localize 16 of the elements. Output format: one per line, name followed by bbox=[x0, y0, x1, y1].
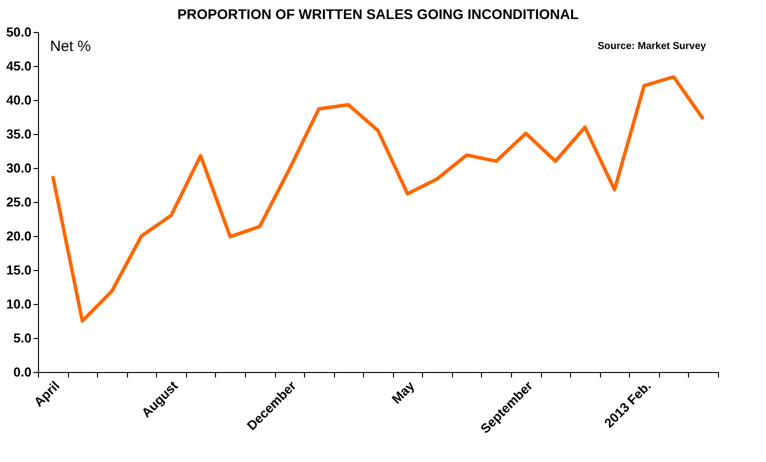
y-tick-label: 45.0 bbox=[6, 58, 32, 74]
annotation: Source: Market Survey bbox=[598, 41, 706, 52]
y-tick-label: 40.0 bbox=[6, 92, 32, 108]
y-tick-label: 10.0 bbox=[6, 296, 32, 312]
y-tick-label: 35.0 bbox=[6, 126, 32, 142]
y-tick-label: 25.0 bbox=[6, 194, 32, 210]
y-tick-label: 20.0 bbox=[6, 228, 32, 244]
annotation: Net % bbox=[50, 38, 91, 55]
y-tick-label: 30.0 bbox=[6, 160, 32, 176]
line-series bbox=[51, 75, 705, 323]
x-tick-label: May bbox=[388, 378, 418, 407]
y-tick-label: 0.0 bbox=[13, 364, 32, 380]
chart-title: PROPORTION OF WRITTEN SALES GOING INCONDITIONAL bbox=[177, 6, 580, 22]
y-tick-label: 5.0 bbox=[13, 330, 32, 346]
y-tick-label: 50.0 bbox=[6, 24, 32, 40]
y-tick-label: 15.0 bbox=[6, 262, 32, 278]
